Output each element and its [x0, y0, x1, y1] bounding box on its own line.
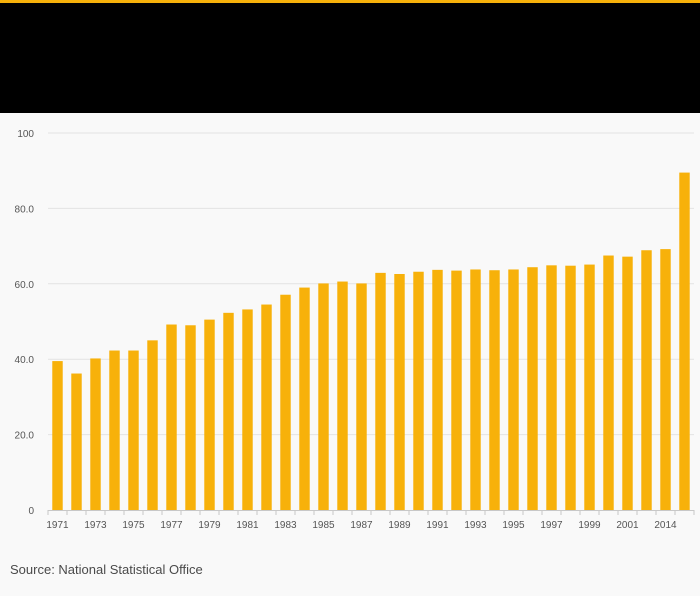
top-accent-rule [0, 0, 700, 3]
bar [679, 172, 690, 510]
x-tick-label: 1979 [198, 520, 221, 531]
x-tick-label: 1971 [46, 520, 69, 531]
chart: 0 20.0 40.0 60.0 80.0 100 1971 1973 1975 1977 1979… [0, 113, 700, 543]
x-tick-label: 1975 [122, 520, 145, 531]
x-tick-label: 2014 [654, 520, 677, 531]
bar-layer [52, 172, 690, 510]
bar [584, 264, 595, 510]
bar [318, 283, 329, 510]
bar-chart-svg: 0 20.0 40.0 60.0 80.0 100 1971 1973 1975 1977 1979… [15, 129, 695, 531]
bar [299, 287, 310, 510]
bar [71, 373, 82, 510]
bar [185, 325, 196, 510]
bar [223, 312, 234, 510]
x-tick-label: 1987 [350, 520, 373, 531]
bar [375, 272, 386, 510]
bar [280, 294, 291, 510]
x-tick-label: 1991 [426, 520, 449, 531]
bar [337, 281, 348, 510]
bar [128, 350, 139, 510]
bar [660, 249, 671, 510]
y-tick-label: 20.0 [15, 431, 35, 442]
source-note: Source: National Statistical Office [10, 562, 203, 577]
x-tick-label: 1985 [312, 520, 335, 531]
bar [527, 267, 538, 510]
x-tick-label: 1983 [274, 520, 297, 531]
bar [52, 361, 63, 510]
bar [147, 340, 158, 510]
header-band [0, 3, 700, 113]
y-tick-label: 0 [28, 506, 34, 517]
y-tick-label: 60.0 [15, 280, 35, 291]
bar [261, 304, 272, 510]
bar [546, 265, 557, 510]
bar [242, 309, 253, 510]
bar [565, 265, 576, 510]
bar [508, 269, 519, 510]
bar [489, 270, 500, 510]
x-tick-label: 2001 [616, 520, 639, 531]
bar [204, 319, 215, 510]
bar [470, 269, 481, 510]
x-tick-label: 1989 [388, 520, 411, 531]
y-tick-label: 100 [17, 129, 34, 140]
bar [641, 250, 652, 510]
x-tick-label: 1981 [236, 520, 259, 531]
bar [413, 271, 424, 510]
x-tick-label: 1999 [578, 520, 601, 531]
y-tick-label: 40.0 [15, 355, 35, 366]
bar [90, 358, 101, 510]
bar [432, 269, 443, 510]
x-tick-label: 1995 [502, 520, 525, 531]
y-tick-label: 80.0 [15, 204, 35, 215]
axis-layer: 0 20.0 40.0 60.0 80.0 100 1971 1973 1975 1977 1979… [15, 129, 695, 531]
grid-layer [48, 132, 694, 436]
bar [451, 270, 462, 510]
bar [394, 273, 405, 510]
bar [356, 283, 367, 510]
x-tick-label: 1973 [84, 520, 107, 531]
x-tick-label: 1977 [160, 520, 183, 531]
bar [109, 350, 120, 510]
bar [166, 324, 177, 510]
x-tick-label: 1997 [540, 520, 563, 531]
x-tick-label: 1993 [464, 520, 487, 531]
bar [622, 256, 633, 510]
bar [603, 255, 614, 510]
